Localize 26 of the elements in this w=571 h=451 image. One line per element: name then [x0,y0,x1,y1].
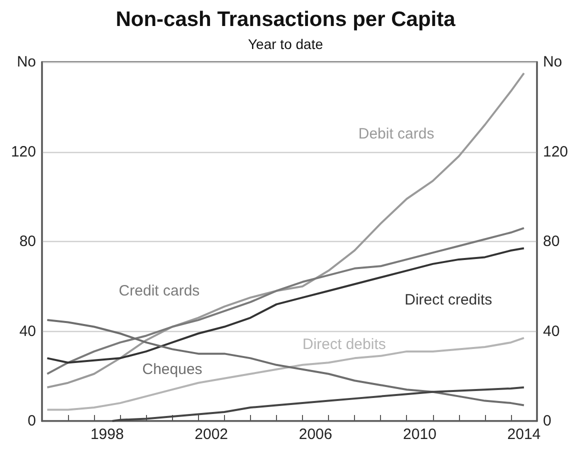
series-label: Cheques [142,360,202,378]
x-tick-label: 2002 [194,426,228,443]
y2-tick-label: 0 [542,412,552,430]
y-tick-label: 80 [19,233,36,250]
series-label: Credit cards [118,282,200,300]
x-tick-label: 2010 [403,426,436,443]
series-label: Direct debits [302,336,386,354]
y2-tick-label: 40 [542,322,560,340]
y-tick-label: 0 [28,412,36,430]
y2-tick-label: 80 [542,233,560,250]
series-label: Debit cards [358,125,434,142]
line-series [46,247,525,364]
y2-tick-label: 120 [542,143,568,160]
y-tick-label: 40 [19,322,36,340]
line-series [111,386,525,422]
series-label: Direct credits [404,291,492,308]
y-tick-label: No [16,54,36,70]
chart-title: Non-cash Transactions per Capita [116,8,456,31]
line-series [46,336,525,411]
y2-tick-label: No [542,54,562,70]
x-tick-label: 2014 [507,426,541,443]
y-tick-label: 120 [10,143,36,160]
chart-subtitle: Year to date [248,36,324,52]
x-tick-label: 2006 [298,426,332,443]
line-series [46,72,525,388]
x-tick-label: 1998 [90,426,124,443]
